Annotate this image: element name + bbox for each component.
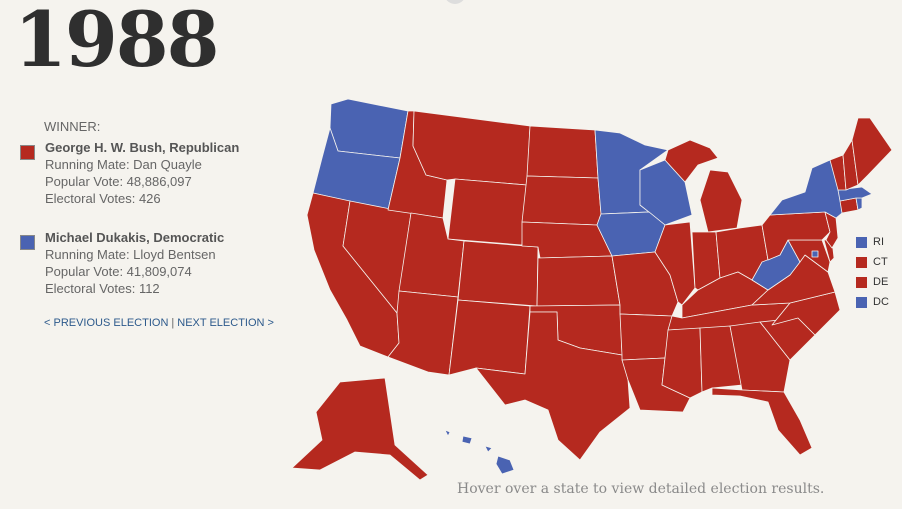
candidate-name: Michael Dukakis, Democratic xyxy=(45,230,225,245)
election-navigation: < PREVIOUS ELECTION | NEXT ELECTION > xyxy=(44,317,274,329)
state-FL[interactable] xyxy=(711,387,813,456)
state-MA[interactable] xyxy=(837,186,873,202)
state-AK[interactable] xyxy=(291,377,429,481)
candidate-republican: George H. W. Bush, Republican Running Ma… xyxy=(20,139,239,207)
next-election-link[interactable]: NEXT ELECTION > xyxy=(177,317,274,329)
running-mate: Running Mate: Lloyd Bentsen xyxy=(45,247,216,262)
state-HI[interactable] xyxy=(444,429,515,475)
winner-label: WINNER: xyxy=(44,119,101,134)
election-year-title: 1988 xyxy=(14,0,220,84)
hover-instruction: Hover over a state to view detailed elec… xyxy=(457,481,825,497)
running-mate: Running Mate: Dan Quayle xyxy=(45,157,202,172)
nav-separator: | xyxy=(171,317,175,329)
state-NM[interactable] xyxy=(448,299,531,376)
state-CO[interactable] xyxy=(457,240,539,307)
legend-label: DE xyxy=(873,276,889,288)
popular-vote: Popular Vote: 41,809,074 xyxy=(45,264,192,279)
state-AL[interactable] xyxy=(699,325,743,393)
legend-swatch xyxy=(856,256,867,268)
state-GA[interactable] xyxy=(729,321,791,393)
state-MT[interactable] xyxy=(412,110,531,186)
legend-swatch xyxy=(856,296,867,308)
state-IL[interactable] xyxy=(654,221,696,306)
state-SD[interactable] xyxy=(521,175,602,226)
state-ND[interactable] xyxy=(526,125,599,179)
state-DC[interactable] xyxy=(811,250,819,258)
legend-swatch xyxy=(856,276,867,288)
state-TX[interactable] xyxy=(475,311,631,461)
previous-election-link[interactable]: < PREVIOUS ELECTION xyxy=(44,317,169,329)
legend-label: CT xyxy=(873,256,888,268)
legend-label: RI xyxy=(873,236,884,248)
state-NY[interactable] xyxy=(769,159,843,219)
state-MI[interactable] xyxy=(664,139,743,233)
state-AZ[interactable] xyxy=(387,290,459,376)
democratic-color-swatch xyxy=(20,235,35,250)
legend-item-de[interactable]: DE xyxy=(856,272,889,292)
state-WA[interactable] xyxy=(329,98,409,159)
legend-item-ct[interactable]: CT xyxy=(856,252,889,272)
legend-item-ri[interactable]: RI xyxy=(856,232,889,252)
republican-color-swatch xyxy=(20,145,35,160)
popular-vote: Popular Vote: 48,886,097 xyxy=(45,174,192,189)
state-KS[interactable] xyxy=(536,255,621,307)
state-ME[interactable] xyxy=(851,117,893,186)
legend-item-dc[interactable]: DC xyxy=(856,292,889,312)
candidate-name: George H. W. Bush, Republican xyxy=(45,140,240,155)
candidate-democratic: Michael Dukakis, Democratic Running Mate… xyxy=(20,229,224,297)
small-states-legend: RI CT DE DC xyxy=(856,232,889,312)
legend-swatch xyxy=(856,236,867,248)
state-AR[interactable] xyxy=(619,313,673,361)
legend-label: DC xyxy=(873,296,889,308)
state-MS[interactable] xyxy=(661,327,703,399)
electoral-votes: Electoral Votes: 426 xyxy=(45,191,161,206)
top-decoration xyxy=(444,0,466,4)
electoral-votes: Electoral Votes: 112 xyxy=(45,281,160,296)
state-WY[interactable] xyxy=(447,178,528,246)
